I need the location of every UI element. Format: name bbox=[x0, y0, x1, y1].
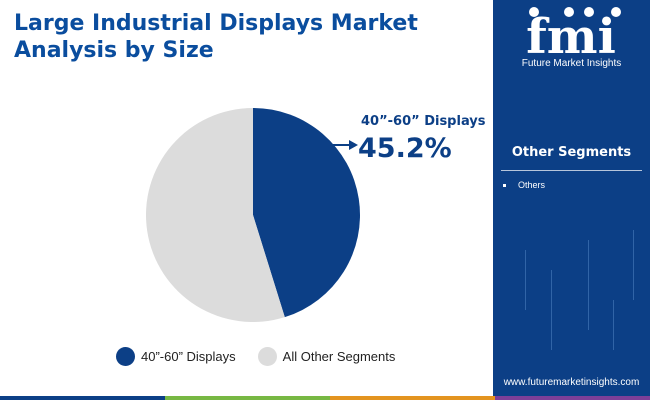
other-segments-divider bbox=[501, 170, 642, 171]
legend-label-other: All Other Segments bbox=[282, 349, 396, 364]
other-segments-list: Others bbox=[493, 171, 650, 190]
company-name: Future Market Insights bbox=[521, 58, 622, 69]
segment-item-label: Others bbox=[518, 180, 546, 190]
fmi-logo: fmi bbox=[526, 7, 621, 65]
website-url: www.futuremarketinsights.com bbox=[503, 377, 640, 388]
pie-slice-other bbox=[145, 108, 285, 322]
legend-swatch-other bbox=[257, 347, 277, 366]
footer-segment-purple bbox=[495, 396, 650, 400]
callout-arrow bbox=[326, 140, 358, 150]
footer-segment-green bbox=[165, 396, 330, 400]
footer-color-bar bbox=[0, 396, 650, 400]
legend-item-displays: 40”-60” Displays bbox=[116, 347, 236, 366]
logo-text: fmi bbox=[526, 9, 616, 65]
footer-segment-orange bbox=[330, 396, 495, 400]
other-segments-box: Other Segments Others bbox=[493, 145, 650, 190]
footer-segment-blue bbox=[0, 396, 165, 400]
page-title: Large Industrial Displays Market Analysi… bbox=[14, 11, 418, 63]
chart-legend: 40”-60” Displays All Other Segments bbox=[116, 347, 417, 366]
pie-slice-displays bbox=[253, 108, 360, 318]
legend-swatch-displays bbox=[116, 347, 135, 366]
brand-panel: fmi Future Market Insights Other Segment… bbox=[493, 0, 650, 396]
legend-item-other: All Other Segments bbox=[257, 347, 396, 366]
segment-item: Others bbox=[503, 180, 650, 190]
bullet-icon bbox=[503, 183, 506, 187]
other-segments-title: Other Segments bbox=[511, 145, 632, 160]
callout-label: 40”-60” Displays bbox=[361, 114, 486, 129]
pie-chart bbox=[145, 108, 360, 322]
legend-label-displays: 40”-60” Displays bbox=[141, 349, 236, 364]
callout-value: 45.2% bbox=[358, 133, 452, 164]
